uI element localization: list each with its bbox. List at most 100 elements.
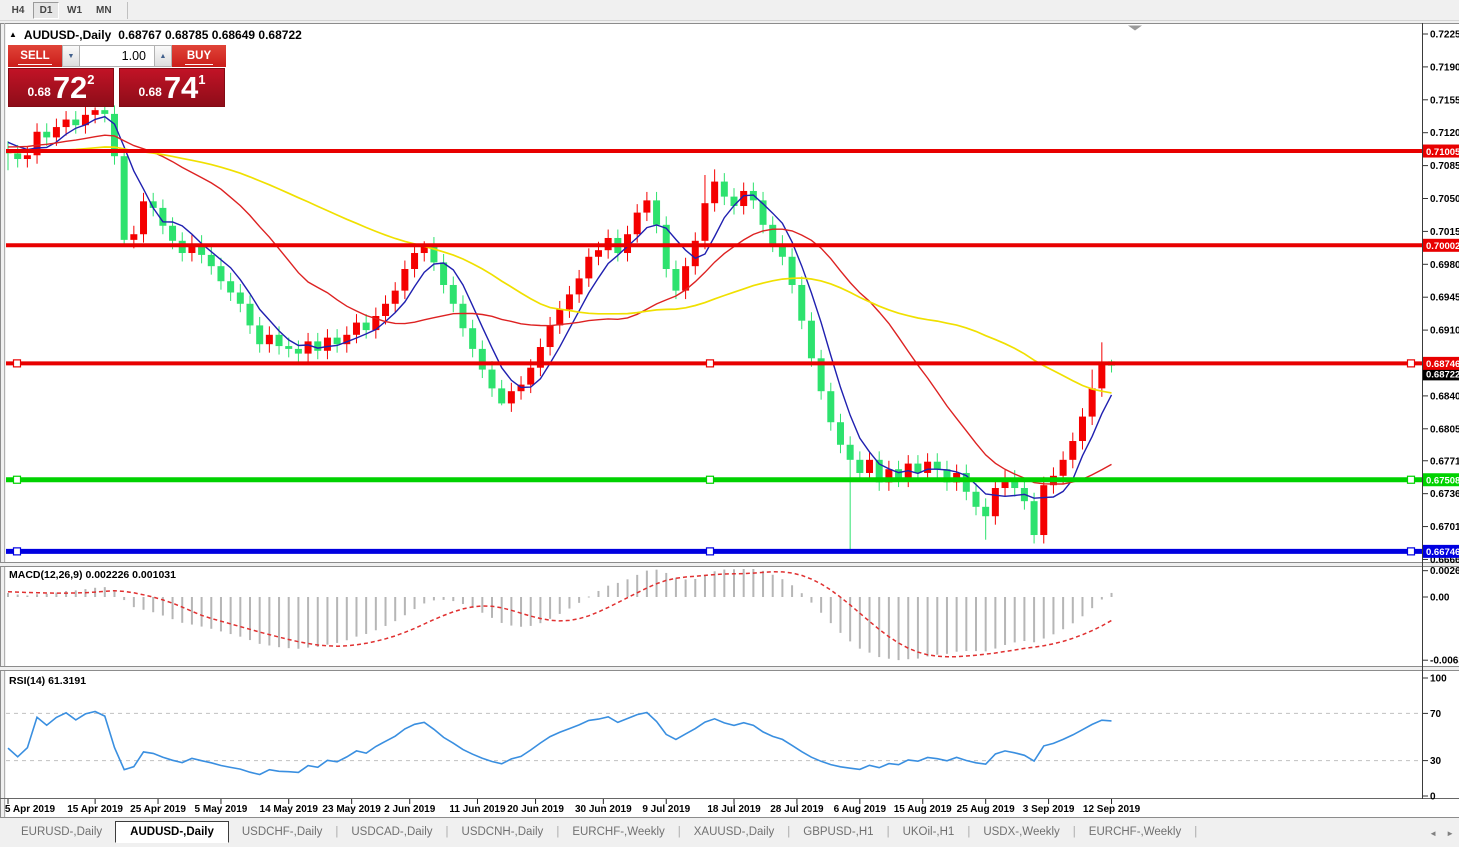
ma-line-20 xyxy=(7,134,1112,485)
volume-increase-button[interactable]: ▲ xyxy=(154,45,172,67)
macd-signal-line xyxy=(7,571,1112,658)
chart-tab-USDX-Weekly-9[interactable]: USDX-,Weekly xyxy=(983,826,1060,838)
date-label: 18 Jul 2019 xyxy=(707,804,761,815)
timeframe-toolbar: H4 D1 W1 MN xyxy=(0,0,1459,21)
timeframe-MN[interactable]: MN xyxy=(90,1,118,19)
date-label: 3 Sep 2019 xyxy=(1022,804,1075,815)
date-label: 30 Jun 2019 xyxy=(574,804,632,815)
sell-button[interactable]: SELL xyxy=(8,45,62,67)
sell-price-big: 72 xyxy=(52,70,88,105)
rsi-indicator-label: RSI(14) 61.3191 xyxy=(9,675,87,687)
tab-separator: | xyxy=(1194,826,1198,838)
date-label: 9 Jul 2019 xyxy=(642,804,691,815)
tab-separator: | xyxy=(335,826,339,838)
chart-tab-EURCHF-Weekly-5[interactable]: EURCHF-,Weekly xyxy=(572,826,665,838)
tabs-scroll-left-icon[interactable]: ◄ xyxy=(1429,829,1438,838)
symbol-collapse-arrow-icon[interactable]: ▲ xyxy=(9,29,17,39)
tabs-scroll-right-icon[interactable]: ► xyxy=(1446,829,1454,838)
hline-0.67508[interactable] xyxy=(6,475,1423,484)
volume-decrease-button[interactable]: ▼ xyxy=(62,45,80,67)
symbol-period-label: AUDUSD-,Daily xyxy=(23,28,112,42)
chart-title: ▲ AUDUSD-,Daily 0.68767 0.68785 0.68649 … xyxy=(9,28,302,42)
timeframe-D1[interactable]: D1 xyxy=(33,1,59,19)
date-ticks xyxy=(7,799,1113,804)
date-label: 14 May 2019 xyxy=(259,804,318,815)
tab-separator: | xyxy=(787,826,791,838)
sell-price-tile[interactable]: 0.68 72 2 xyxy=(8,68,114,107)
chart-tab-USDCHF-Daily-2[interactable]: USDCHF-,Daily xyxy=(241,826,323,838)
sell-price-pip: 2 xyxy=(87,72,95,87)
date-label: 12 Sep 2019 xyxy=(1082,804,1141,815)
rsi-axis: 100 70 30 0 xyxy=(1423,674,1447,803)
date-label: 25 Aug 2019 xyxy=(956,804,1015,815)
chart-tab-GBPUSD-H1-7[interactable]: GBPUSD-,H1 xyxy=(803,826,874,838)
hline-0.68746[interactable] xyxy=(6,359,1423,368)
hline-0.66746[interactable] xyxy=(6,547,1423,556)
svg-text:0.70002: 0.70002 xyxy=(1426,241,1459,252)
svg-text:70: 70 xyxy=(1430,709,1442,720)
svg-text:0.71005: 0.71005 xyxy=(1426,147,1459,158)
volume-input[interactable] xyxy=(80,45,154,67)
sell-price-prefix: 0.68 xyxy=(27,85,51,99)
macd-indicator-label: MACD(12,26,9) 0.002226 0.001031 xyxy=(9,569,176,581)
panel-collapse-icon[interactable] xyxy=(1128,25,1142,31)
svg-text:0.68722: 0.68722 xyxy=(1426,369,1459,380)
chart-tab-XAUUSD-Daily-6[interactable]: XAUUSD-,Daily xyxy=(693,826,775,838)
svg-text:-0.00632: -0.00632 xyxy=(1430,656,1459,667)
chart-tab-AUDUSD-Daily-1[interactable]: AUDUSD-,Daily xyxy=(115,821,229,843)
buy-price-tile[interactable]: 0.68 74 1 xyxy=(119,68,225,107)
date-label: 28 Jul 2019 xyxy=(770,804,824,815)
buy-price-prefix: 0.68 xyxy=(138,85,162,99)
chart-tab-EURUSD-Daily-0[interactable]: EURUSD-,Daily xyxy=(21,826,103,838)
chart-tabbar: EURUSD-,Daily AUDUSD-,Daily USDCHF-,Daily |… xyxy=(0,820,1459,847)
buy-button[interactable]: BUY xyxy=(172,45,226,67)
svg-text:0.67508: 0.67508 xyxy=(1426,476,1459,487)
ma-line-45 xyxy=(7,146,1112,394)
rsi-line xyxy=(7,710,1112,776)
macd-axis: 0.002633 0.00 -0.00632 xyxy=(1423,566,1459,667)
chart-tab-USDCAD-Daily-3[interactable]: USDCAD-,Daily xyxy=(351,826,433,838)
chart-tab-USDCNH-Daily-4[interactable]: USDCNH-,Daily xyxy=(461,826,544,838)
svg-text:0.66746: 0.66746 xyxy=(1426,547,1459,558)
timeframe-W1[interactable]: W1 xyxy=(61,1,88,19)
tab-separator: | xyxy=(967,826,971,838)
date-label: 5 Apr 2019 xyxy=(4,804,56,815)
date-label: 20 Jun 2019 xyxy=(507,804,564,815)
ohlc-values: 0.68767 0.68785 0.68649 0.68722 xyxy=(118,28,302,42)
date-axis[interactable]: 5 Apr 2019 15 Apr 2019 25 Apr 2019 5 May 20… xyxy=(0,804,1459,818)
tab-separator: | xyxy=(886,826,890,838)
date-label: 23 May 2019 xyxy=(322,804,381,815)
date-label: 15 Apr 2019 xyxy=(67,804,123,815)
chart-tab-EURCHF-Weekly-10[interactable]: EURCHF-,Weekly xyxy=(1088,826,1182,838)
chart-tab-UKOil-H1-8[interactable]: UKOil-,H1 xyxy=(902,826,955,838)
svg-text:30: 30 xyxy=(1430,756,1442,767)
date-label: 25 Apr 2019 xyxy=(130,804,186,815)
svg-text:0: 0 xyxy=(1430,792,1436,803)
date-label: 15 Aug 2019 xyxy=(893,804,952,815)
tab-separator: | xyxy=(556,826,560,838)
svg-text:0.002633: 0.002633 xyxy=(1430,566,1459,577)
svg-text:0.68746: 0.68746 xyxy=(1426,359,1459,370)
tab-separator: | xyxy=(445,826,449,838)
timeframe-H4[interactable]: H4 xyxy=(5,1,31,19)
date-label: 6 Aug 2019 xyxy=(833,804,887,815)
svg-text:0.00: 0.00 xyxy=(1430,593,1450,604)
date-label: 11 Jun 2019 xyxy=(449,804,506,815)
